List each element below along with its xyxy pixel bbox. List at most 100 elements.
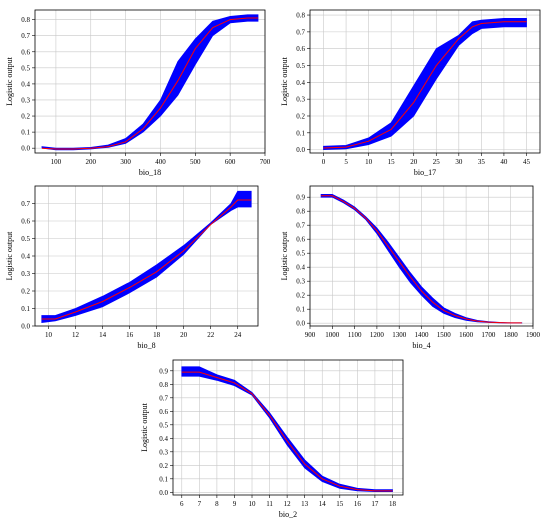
x-tick-label: 1000 <box>325 331 340 339</box>
x-tick-label: 18 <box>153 331 161 339</box>
plot-frame <box>34 9 266 154</box>
y-tick-label: 0.1 <box>296 129 305 137</box>
x-tick-label: 45 <box>523 158 531 166</box>
confidence-band <box>181 366 393 492</box>
y-tick-label: 0.0 <box>296 320 305 328</box>
x-tick-label: 13 <box>301 500 309 508</box>
y-tick-label: 0.7 <box>21 200 30 208</box>
x-tick-label: 16 <box>354 500 362 508</box>
x-tick-label: 1200 <box>370 331 385 339</box>
x-tick-label: 20 <box>410 158 418 166</box>
x-tick-label: 25 <box>433 158 441 166</box>
y-tick-label: 0.2 <box>296 292 305 300</box>
x-tick-label: 9 <box>233 500 237 508</box>
x-axis-label: bio_8 <box>137 341 155 350</box>
y-tick-label: 0.7 <box>159 394 168 402</box>
y-tick-label: 0.2 <box>296 112 305 120</box>
x-tick-label: 14 <box>319 500 327 508</box>
x-tick-label: 1400 <box>415 331 430 339</box>
x-tick-label: 17 <box>371 500 379 508</box>
plot-frame <box>172 359 404 496</box>
chart-bio-4: 900 1000 1100 1200 1300 1400 1500 1600 1700 1800 1… <box>280 185 541 350</box>
y-tick-label: 0.1 <box>21 129 30 137</box>
y-tick-label: 0.1 <box>159 475 168 483</box>
x-tick-label: 900 <box>305 331 316 339</box>
x-tick-label: 15 <box>336 500 344 508</box>
x-tick-label: 1800 <box>504 331 519 339</box>
x-tick-label: 10 <box>365 158 373 166</box>
y-tick-label: 0.5 <box>159 421 168 429</box>
x-tick-label: 18 <box>389 500 397 508</box>
y-tick-label: 0.0 <box>296 146 305 154</box>
y-tick-label: 0.5 <box>21 64 30 72</box>
y-tick-label: 0.4 <box>21 80 30 88</box>
y-tick-label: 0.9 <box>296 194 305 202</box>
plot-frame <box>309 9 541 154</box>
x-tick-label: 200 <box>86 158 97 166</box>
x-tick-label: 24 <box>234 331 242 339</box>
x-tick-label: 15 <box>388 158 396 166</box>
y-tick-label: 0.7 <box>21 32 30 40</box>
x-tick-label: 6 <box>180 500 184 508</box>
x-tick-label: 10 <box>249 500 257 508</box>
y-tick-label: 0.8 <box>296 208 305 216</box>
y-tick-label: 0.8 <box>296 12 305 20</box>
mean-response-line <box>323 21 527 149</box>
mean-response-line <box>41 17 258 150</box>
y-tick-label: 0.6 <box>159 408 168 416</box>
mean-response-line <box>181 371 393 492</box>
y-tick-label: 0.5 <box>296 62 305 70</box>
y-tick-label: 0.8 <box>159 381 168 389</box>
y-tick-label: 0.3 <box>21 96 30 104</box>
chart-bio-18: 100 200 300 400 500 600 700 0.0 0.1 0.2 0.3 0.4 0.5 0… <box>5 9 271 177</box>
x-axis-label: bio_17 <box>414 168 436 177</box>
x-tick-label: 11 <box>266 500 273 508</box>
x-tick-label: 400 <box>155 158 166 166</box>
y-tick-label: 0.9 <box>159 367 168 375</box>
x-axis-label: bio_2 <box>279 510 297 519</box>
y-tick-label: 0.1 <box>296 306 305 314</box>
y-tick-label: 0.6 <box>296 45 305 53</box>
y-axis-label: Logistic output <box>280 56 289 105</box>
mean-response-line <box>321 195 522 324</box>
y-tick-label: 0.0 <box>21 323 30 331</box>
x-tick-label: 1700 <box>481 331 496 339</box>
y-axis-label: Logistic output <box>140 402 149 451</box>
x-tick-label: 500 <box>190 158 201 166</box>
y-tick-label: 0.2 <box>21 113 30 121</box>
y-axis-label: Logistic output <box>280 231 289 280</box>
x-tick-label: 40 <box>500 158 508 166</box>
x-tick-label: 1600 <box>459 331 474 339</box>
x-tick-label: 22 <box>207 331 215 339</box>
y-tick-label: 0.5 <box>21 235 30 243</box>
y-tick-label: 0.3 <box>296 278 305 286</box>
y-tick-label: 0.4 <box>296 264 305 272</box>
chart-bio-8: 10 12 14 16 18 20 22 24 0.0 0.1 0.2 0.3 0.4 0.5 0.6 0.7… <box>5 185 259 350</box>
x-tick-label: 600 <box>225 158 236 166</box>
x-tick-label: 20 <box>180 331 188 339</box>
y-tick-label: 0.7 <box>296 28 305 36</box>
y-tick-label: 0.5 <box>296 250 305 258</box>
x-tick-label: 1300 <box>392 331 407 339</box>
x-tick-label: 300 <box>120 158 131 166</box>
x-axis-label: bio_4 <box>412 341 430 350</box>
y-tick-label: 0.0 <box>21 145 30 153</box>
y-tick-label: 0.3 <box>159 448 168 456</box>
x-tick-label: 1900 <box>526 331 541 339</box>
x-tick-label: 7 <box>198 500 202 508</box>
y-tick-label: 0.2 <box>21 288 30 296</box>
mean-response-line <box>41 199 252 320</box>
y-tick-label: 0.3 <box>296 96 305 104</box>
x-tick-label: 100 <box>51 158 62 166</box>
y-tick-label: 0.4 <box>159 435 168 443</box>
x-tick-label: 30 <box>455 158 463 166</box>
chart-bio-2: 6 7 8 9 10 11 12 13 14 15 16 17 18 0.0 0.1 0.2 0.3 0.4 0.5… <box>140 359 404 519</box>
x-tick-label: 0 <box>322 158 326 166</box>
x-tick-label: 16 <box>126 331 134 339</box>
x-tick-label: 8 <box>215 500 219 508</box>
y-tick-label: 0.4 <box>21 253 30 261</box>
y-tick-label: 0.6 <box>296 236 305 244</box>
y-tick-label: 0.2 <box>159 462 168 470</box>
y-tick-label: 0.7 <box>296 222 305 230</box>
confidence-band <box>41 14 259 151</box>
